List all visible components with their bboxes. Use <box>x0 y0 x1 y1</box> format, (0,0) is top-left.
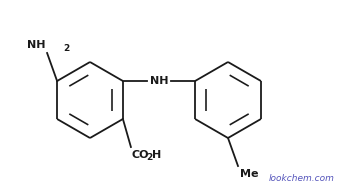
Text: lookchem.com: lookchem.com <box>269 174 335 183</box>
Text: H: H <box>152 150 161 160</box>
Text: 2: 2 <box>63 44 69 53</box>
Text: NH: NH <box>150 76 168 86</box>
Text: 2: 2 <box>146 153 152 162</box>
Text: Me: Me <box>240 169 259 179</box>
Text: NH: NH <box>26 40 45 50</box>
Text: CO: CO <box>132 150 149 160</box>
